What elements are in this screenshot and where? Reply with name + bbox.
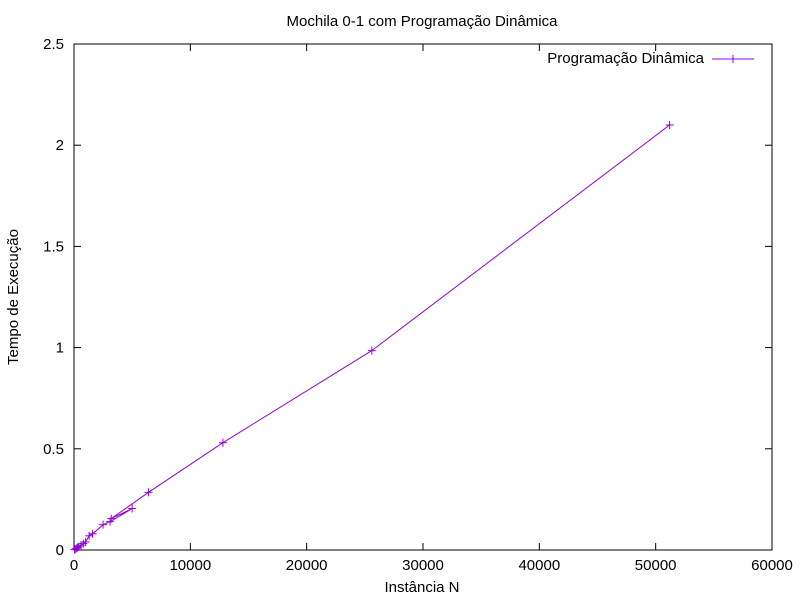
legend-marker xyxy=(729,55,737,63)
y-tick-label: 1.5 xyxy=(43,238,64,255)
y-tick-label: 0.5 xyxy=(43,441,64,458)
x-tick-label: 10000 xyxy=(169,557,211,574)
y-axis: 0 0.5 1 1.5 2 2.5 xyxy=(43,36,772,559)
x-tick-label: 60000 xyxy=(751,557,793,574)
y-tick-label: 0 xyxy=(56,542,64,559)
series-layer xyxy=(70,120,674,554)
x-tick-label: 0 xyxy=(70,557,78,574)
x-tick-label: 50000 xyxy=(635,557,677,574)
series-line xyxy=(74,124,670,551)
x-tick-label: 30000 xyxy=(402,557,444,574)
x-axis: 0 10000 20000 30000 40000 50000 60000 xyxy=(70,44,793,574)
plot-frame xyxy=(73,43,773,551)
chart-title: Mochila 0-1 com Programação Dinâmica xyxy=(287,13,559,30)
x-tick-label: 20000 xyxy=(286,557,328,574)
legend: Programação Dinâmica xyxy=(547,50,754,67)
legend-label: Programação Dinâmica xyxy=(547,50,704,67)
y-tick-label: 2 xyxy=(56,137,64,154)
x-tick-label: 40000 xyxy=(518,557,560,574)
y-tick-label: 2.5 xyxy=(43,36,64,53)
y-tick-label: 1 xyxy=(56,340,64,357)
y-axis-label: Tempo de Execução xyxy=(5,229,22,365)
x-axis-label: Instância N xyxy=(384,579,459,596)
